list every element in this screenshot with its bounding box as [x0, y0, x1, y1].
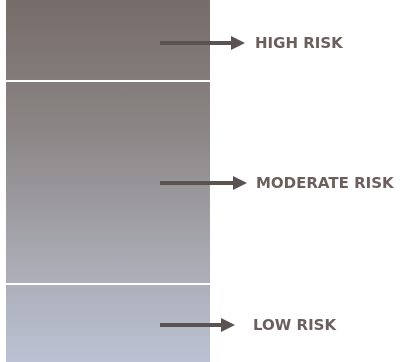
arrow-high-risk-icon [160, 36, 245, 50]
divider-high-moderate [6, 80, 210, 82]
label-low-risk: LOW RISK [253, 316, 337, 334]
label-high-risk: HIGH RISK [255, 34, 343, 52]
arrow-low-risk-icon [160, 318, 235, 332]
arrow-moderate-risk-icon [160, 176, 247, 190]
divider-moderate-low [6, 283, 210, 285]
label-moderate-risk: MODERATE RISK [256, 174, 394, 192]
